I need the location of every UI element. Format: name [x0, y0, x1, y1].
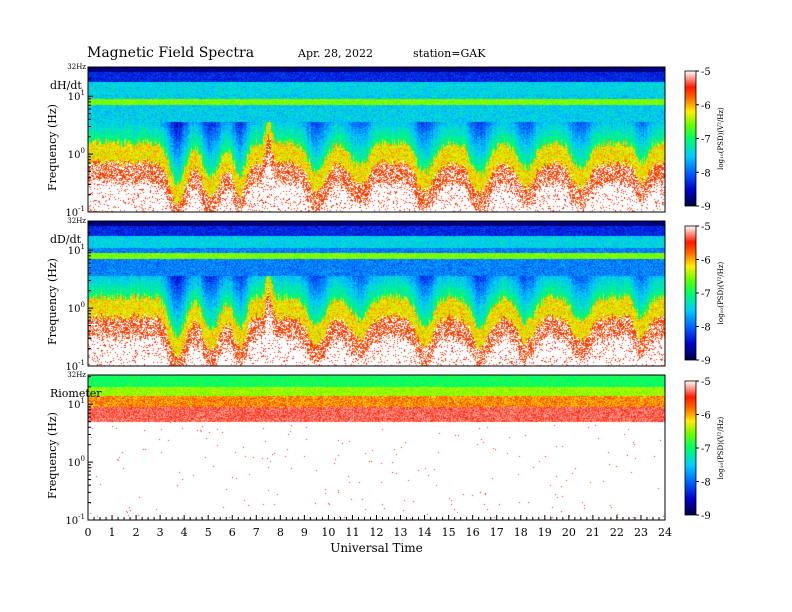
colorbar-tick-label: -5 — [701, 377, 711, 388]
x-tick-label: 5 — [205, 526, 212, 539]
panel-label: Riometer — [50, 387, 102, 400]
y-axis-label: Frequency (Hz) — [46, 258, 59, 345]
colorbar-tick-label: -7 — [701, 289, 711, 300]
x-tick-label: 22 — [610, 526, 624, 539]
spectrogram-image — [88, 221, 665, 366]
x-tick-label: 10 — [321, 526, 335, 539]
x-tick-label: 19 — [538, 526, 552, 539]
plot-title: Magnetic Field Spectra — [87, 45, 255, 61]
x-tick-label: 13 — [394, 526, 408, 539]
x-tick-label: 0 — [85, 526, 92, 539]
spectrogram-image — [88, 67, 665, 212]
x-tick-label: 3 — [157, 526, 164, 539]
x-tick-label: 4 — [181, 526, 188, 539]
colorbar-label: log₁₀(PSD)(V²/Hz) — [717, 107, 725, 170]
colorbar-tick-label: -6 — [701, 101, 711, 112]
x-tick-label: 6 — [229, 526, 236, 539]
x-tick-label: 11 — [345, 526, 359, 539]
panel-frame — [87, 220, 666, 367]
top-frequency-label: 32Hz — [67, 63, 86, 71]
date-label: Apr. 28, 2022 — [298, 47, 374, 60]
colorbar-tick-label: -6 — [701, 411, 711, 422]
colorbar-tick-label: -8 — [701, 168, 711, 179]
panel-label: dD/dt — [50, 233, 82, 246]
top-frequency-label: 32Hz — [67, 217, 86, 225]
x-tick-label: 17 — [490, 526, 504, 539]
y-tick-label: 100 — [68, 147, 85, 161]
x-tick-label: 12 — [370, 526, 384, 539]
colorbar-tick-label: -8 — [701, 478, 711, 489]
y-tick-label: 10-1 — [65, 513, 85, 527]
x-tick-label: 23 — [634, 526, 648, 539]
x-tick-label: 2 — [133, 526, 140, 539]
x-tick-label: 9 — [301, 526, 308, 539]
colorbar — [684, 380, 697, 516]
colorbar — [684, 70, 697, 207]
colorbar-tick-label: -7 — [701, 444, 711, 455]
x-tick-label: 16 — [466, 526, 480, 539]
x-tick-label: 7 — [253, 526, 260, 539]
station-label: station=GAK — [413, 47, 486, 60]
x-tick-label: 15 — [442, 526, 456, 539]
colorbar-tick-label: -5 — [701, 67, 711, 78]
y-axis-label: Frequency (Hz) — [46, 104, 59, 191]
x-tick-label: 14 — [418, 526, 432, 539]
panel-label: dH/dt — [50, 79, 82, 92]
x-tick-label: 18 — [514, 526, 528, 539]
x-tick-label: 20 — [562, 526, 576, 539]
panel-frame — [87, 66, 666, 213]
colorbar — [684, 225, 697, 361]
x-tick-label: 8 — [277, 526, 284, 539]
colorbar-tick-label: -9 — [701, 511, 711, 522]
y-axis-label: Frequency (Hz) — [46, 412, 59, 499]
colorbar-label: log₁₀(PSD)(V²/Hz) — [717, 416, 725, 479]
colorbar-tick-label: -7 — [701, 135, 711, 146]
colorbar-label: log₁₀(PSD)(V²/Hz) — [717, 261, 725, 324]
top-frequency-label: 32Hz — [67, 371, 86, 379]
x-axis-label: Universal Time — [330, 541, 423, 555]
x-tick-label: 1 — [109, 526, 116, 539]
colorbar-tick-label: -6 — [701, 256, 711, 267]
colorbar-tick-label: -5 — [701, 222, 711, 233]
colorbar-tick-label: -8 — [701, 323, 711, 334]
spectrogram-image — [88, 375, 665, 520]
colorbar-tick-label: -9 — [701, 356, 711, 367]
x-tick-label: 21 — [586, 526, 600, 539]
x-tick-label: 24 — [658, 526, 672, 539]
y-tick-label: 100 — [68, 301, 85, 315]
colorbar-tick-label: -9 — [701, 202, 711, 213]
y-tick-label: 100 — [68, 455, 85, 469]
